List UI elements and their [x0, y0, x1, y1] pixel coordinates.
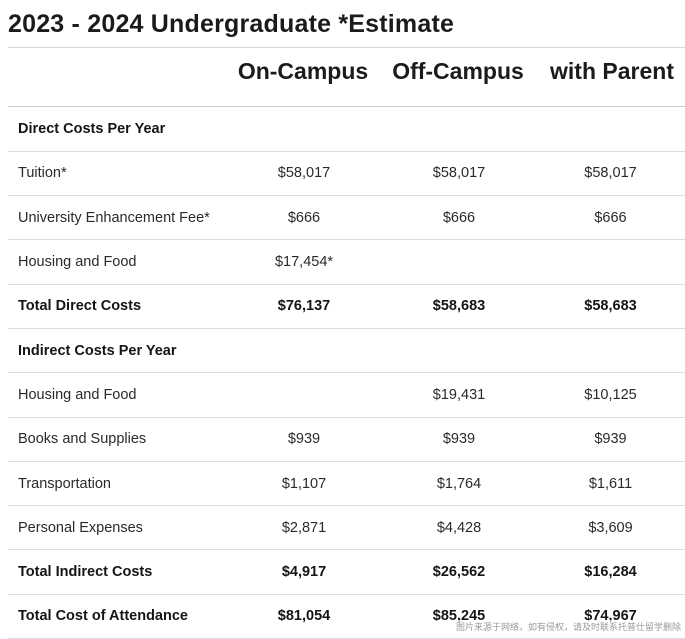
total-row: Total Direct Costs $76,137 $58,683 $58,683	[8, 284, 685, 329]
table-row: University Enhancement Fee* $666 $666 $666	[8, 195, 685, 241]
table-row: Transportation $1,107 $1,764 $1,611	[8, 461, 685, 507]
column-header-on-campus: On-Campus	[237, 58, 369, 84]
cost-cell: $58,017	[536, 151, 685, 197]
row-label: University Enhancement Fee*	[8, 195, 226, 241]
row-label: Books and Supplies	[8, 417, 226, 462]
page-title: 2023 - 2024 Undergraduate *Estimate	[8, 10, 455, 38]
cost-cell: $16,284	[536, 549, 685, 595]
row-label: Transportation	[8, 461, 226, 507]
total-row: Total Indirect Costs $4,917 $26,562 $16,284	[8, 549, 685, 595]
cost-cell: $939	[536, 417, 685, 462]
section-row: Direct Costs Per Year	[8, 107, 685, 152]
watermark: 图片来源于网络，如有侵权，请及时联系托普仕留学删除	[455, 620, 681, 633]
table-row: Tuition* $58,017 $58,017 $58,017	[8, 151, 685, 197]
cost-cell: $58,683	[382, 284, 536, 329]
cost-cell: $26,562	[382, 549, 536, 595]
cost-cell	[382, 107, 536, 152]
cost-cell	[536, 328, 685, 374]
cost-cell	[226, 372, 382, 418]
cost-cell: $1,764	[382, 461, 536, 507]
cost-cell: $939	[382, 417, 536, 462]
cost-cell: $666	[536, 195, 685, 241]
cost-cell	[382, 328, 536, 374]
cost-cell: $666	[226, 195, 382, 241]
cost-cell	[226, 328, 382, 374]
cost-cell: $76,137	[226, 284, 382, 329]
cost-table: Direct Costs Per Year Tuition* $58,017 $58,…	[8, 107, 685, 639]
table-row: Personal Expenses $2,871 $4,428 $3,609	[8, 505, 685, 551]
cost-cell	[382, 239, 536, 285]
cost-cell: $2,871	[226, 505, 382, 551]
row-label: Housing and Food	[8, 372, 226, 418]
cost-cell: $939	[226, 417, 382, 462]
row-label: Personal Expenses	[8, 505, 226, 551]
table-row: Housing and Food $19,431 $10,125	[8, 372, 685, 418]
cost-cell: $4,917	[226, 549, 382, 595]
cost-cell: $19,431	[382, 372, 536, 418]
header-divider	[8, 106, 685, 107]
cost-cell	[536, 107, 685, 152]
cost-cell: $666	[382, 195, 536, 241]
row-label: Housing and Food	[8, 239, 226, 285]
column-header-with-parent: with Parent	[550, 58, 674, 84]
cost-cell: $10,125	[536, 372, 685, 418]
cost-cell: $58,017	[382, 151, 536, 197]
cost-cell: $1,611	[536, 461, 685, 507]
cost-cell: $1,107	[226, 461, 382, 507]
column-header-off-campus: Off-Campus	[392, 58, 524, 84]
row-label: Direct Costs Per Year	[8, 107, 226, 152]
row-label: Total Indirect Costs	[8, 549, 226, 595]
table-row: Housing and Food $17,454*	[8, 239, 685, 285]
section-row: Indirect Costs Per Year	[8, 328, 685, 374]
cost-cell: $58,017	[226, 151, 382, 197]
cost-cell: $17,454*	[226, 239, 382, 285]
table-row: Books and Supplies $939 $939 $939	[8, 417, 685, 462]
cost-cell: $81,054	[226, 594, 382, 639]
row-label: Total Direct Costs	[8, 284, 226, 329]
row-label: Indirect Costs Per Year	[8, 328, 226, 374]
row-label: Tuition*	[8, 151, 226, 197]
row-label: Total Cost of Attendance	[8, 594, 226, 639]
cost-cell: $4,428	[382, 505, 536, 551]
cost-cell	[536, 239, 685, 285]
cost-cell: $3,609	[536, 505, 685, 551]
cost-cell: $58,683	[536, 284, 685, 329]
cost-cell	[226, 107, 382, 152]
title-divider	[8, 47, 685, 48]
